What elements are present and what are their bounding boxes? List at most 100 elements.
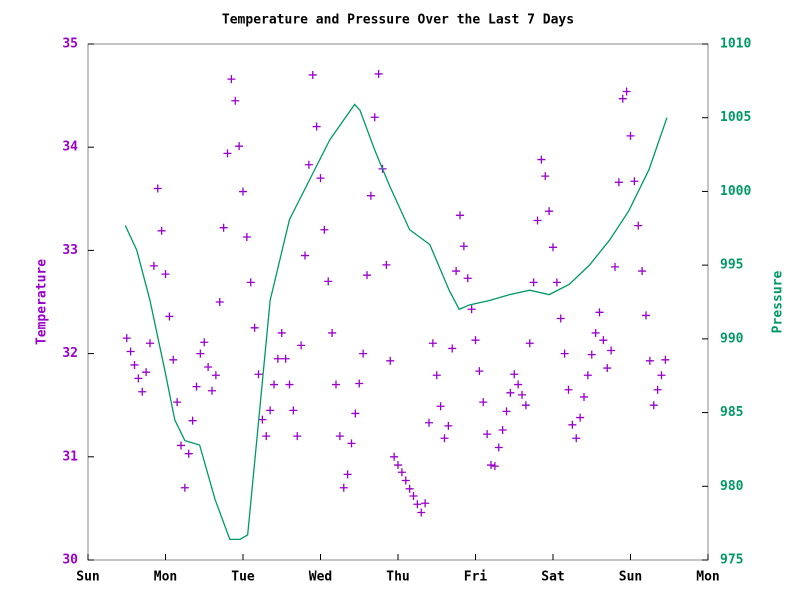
plus-marker	[138, 387, 147, 396]
plus-marker	[452, 267, 461, 276]
plus-marker	[126, 347, 135, 356]
plus-marker	[479, 398, 488, 407]
plus-marker	[169, 355, 178, 364]
plus-marker	[518, 390, 526, 399]
plus-marker	[463, 274, 472, 283]
plus-marker	[161, 270, 170, 279]
plus-marker	[180, 483, 189, 492]
x-tick-label: Fri	[464, 570, 488, 585]
plus-marker	[184, 449, 193, 458]
plus-marker	[332, 380, 340, 389]
plus-marker	[475, 367, 484, 376]
plus-marker	[661, 355, 670, 364]
y-tick-label: 31	[62, 449, 78, 464]
plus-marker	[514, 380, 523, 389]
plus-marker	[560, 349, 569, 358]
y2-tick-label: 1000	[720, 184, 751, 199]
plus-marker	[580, 392, 588, 401]
plus-marker	[285, 380, 294, 389]
plus-marker	[192, 382, 201, 391]
x-tick-label: Sat	[541, 570, 564, 585]
plus-marker	[448, 344, 457, 353]
plus-marker	[498, 425, 507, 434]
plus-marker	[638, 267, 647, 276]
plus-marker	[277, 328, 286, 337]
plus-marker	[614, 178, 623, 187]
plus-marker	[603, 364, 612, 373]
plus-marker	[374, 69, 383, 78]
plus-marker	[630, 177, 639, 186]
plus-marker	[471, 336, 480, 345]
plus-marker	[308, 70, 317, 79]
plus-marker	[432, 371, 441, 380]
y2-tick-label: 995	[720, 258, 743, 273]
plus-marker	[200, 338, 209, 347]
plus-marker	[549, 243, 557, 252]
plus-marker	[634, 221, 643, 230]
pressure-line	[124, 103, 668, 541]
plus-marker	[428, 339, 437, 348]
plus-marker	[153, 184, 162, 193]
x-tick-label: Wed	[309, 570, 332, 585]
y-axis-label: Temperature	[35, 259, 50, 345]
plus-marker	[304, 160, 313, 169]
plus-marker	[293, 432, 302, 441]
plus-marker	[149, 261, 158, 270]
plus-marker	[556, 314, 565, 323]
y2-axis-label: Pressure	[771, 271, 786, 334]
plus-marker	[134, 374, 143, 383]
plus-marker	[196, 349, 205, 358]
plus-marker	[223, 149, 232, 158]
plus-marker	[649, 401, 658, 410]
plus-marker	[343, 470, 352, 479]
plus-marker	[246, 278, 255, 287]
y2-tick-label: 975	[720, 553, 743, 568]
plus-marker	[483, 430, 492, 439]
plus-marker	[157, 226, 166, 235]
plus-marker	[459, 242, 468, 251]
plot-frame	[87, 43, 709, 561]
plus-marker	[215, 298, 224, 306]
y2-tick-label: 990	[720, 331, 744, 346]
plus-marker	[165, 312, 174, 321]
plus-marker	[409, 492, 418, 501]
plus-marker	[208, 386, 216, 395]
plus-marker	[599, 336, 608, 345]
plus-marker	[262, 432, 271, 441]
plus-marker	[366, 191, 375, 200]
y2-tick-label: 1010	[720, 37, 751, 52]
plus-marker	[506, 388, 515, 397]
plus-marker	[394, 461, 402, 470]
plus-marker	[324, 277, 333, 286]
plus-marker	[301, 251, 309, 260]
plus-marker	[444, 421, 453, 430]
plus-marker	[227, 75, 236, 84]
x-tick-label: Tue	[231, 570, 255, 585]
plus-marker	[397, 468, 406, 477]
plus-marker	[297, 341, 306, 350]
plus-marker	[351, 409, 360, 418]
y-tick-label: 35	[62, 37, 78, 52]
x-tick-label: Mon	[154, 570, 177, 585]
plus-marker	[642, 311, 650, 320]
plus-marker	[242, 232, 251, 241]
plus-marker	[231, 96, 240, 105]
plus-marker	[552, 278, 561, 287]
y-tick-label: 34	[62, 140, 78, 155]
plus-marker	[312, 122, 321, 131]
plus-marker	[653, 385, 662, 394]
plus-marker	[173, 398, 182, 407]
plus-marker	[281, 354, 290, 363]
plus-marker	[390, 452, 399, 461]
plus-marker	[521, 401, 530, 410]
plus-marker	[425, 418, 433, 427]
plus-marker	[401, 476, 410, 485]
plus-marker	[328, 328, 337, 337]
plus-marker	[289, 406, 298, 415]
plus-marker	[188, 416, 197, 425]
plus-marker	[316, 174, 325, 183]
plus-marker	[595, 308, 604, 317]
plus-marker	[258, 415, 267, 424]
plus-marker	[626, 131, 635, 140]
